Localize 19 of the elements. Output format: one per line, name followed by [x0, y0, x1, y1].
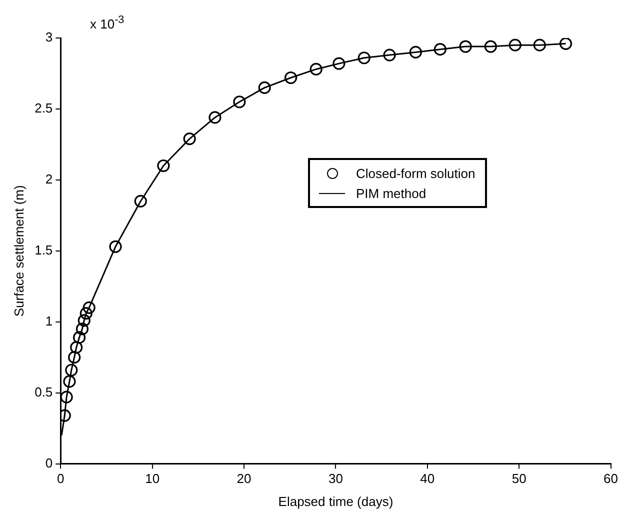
- x-tick-label: 10: [145, 471, 160, 486]
- x-tick-label: 0: [57, 471, 64, 486]
- y-tick-label: 0: [45, 455, 53, 470]
- legend-label: PIM method: [356, 186, 426, 200]
- text: x 10$^{-3}$: [90, 14, 124, 32]
- legend-label: Closed-form solution: [356, 166, 476, 180]
- x-axis-title: Elapsed time (days): [278, 494, 394, 509]
- y-tick-label: 1.5: [34, 242, 53, 258]
- y-tick-label: 3: [45, 30, 53, 45]
- y-tick-label: 0.5: [34, 384, 53, 400]
- y-tick-label: 1: [45, 313, 53, 328]
- y-tick-label: 2: [45, 172, 53, 187]
- y-axis-title: Surface settlement (m): [11, 185, 26, 317]
- x-tick-label: 60: [604, 471, 618, 486]
- x-tick-label: 50: [512, 471, 526, 486]
- x-tick-label: 20: [236, 471, 252, 486]
- x-tick-label: 30: [328, 471, 343, 486]
- x-tick-label: 40: [420, 471, 435, 486]
- y-tick-label: 2.5: [34, 100, 53, 116]
